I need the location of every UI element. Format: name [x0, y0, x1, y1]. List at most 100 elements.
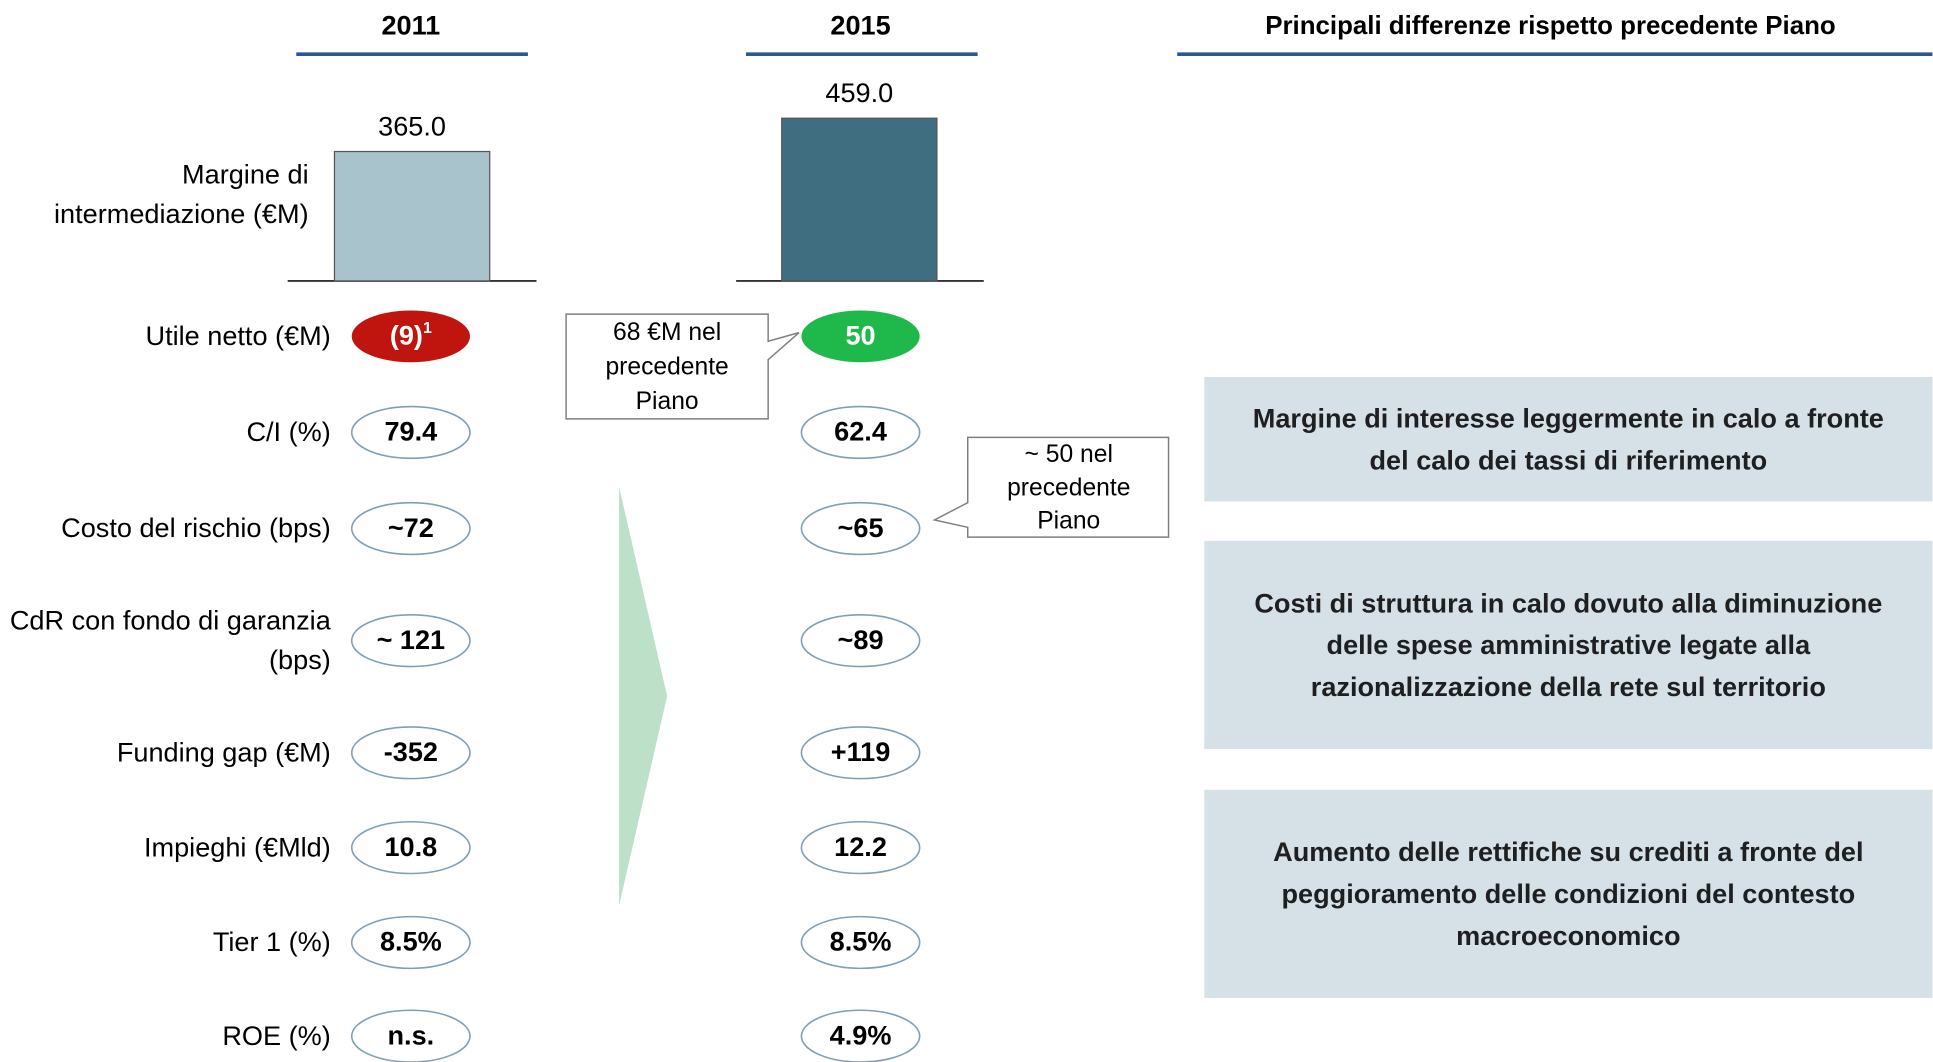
row-label: Funding gap (€M)	[116, 736, 331, 768]
value-text: 12.2	[834, 831, 887, 862]
note-text: Aumento delle rettifiche su crediti a fr…	[1273, 835, 1864, 951]
value-pill	[350, 915, 471, 970]
note-text: Margine di interesse leggermente in calo…	[1252, 402, 1884, 475]
footnote-mark: 1	[423, 320, 432, 337]
row-label-wrap: Tier 1 (%)	[8, 893, 331, 992]
value-text: 50	[845, 320, 875, 351]
row-label-wrap: Impieghi (€Mld)	[8, 798, 331, 897]
value: 62.4	[834, 416, 887, 447]
value: ~65	[838, 512, 884, 543]
row-label-box: Utile netto (€M)	[8, 287, 331, 386]
note-wrap: Costi di struttura in calo dovuto alla d…	[1204, 541, 1932, 749]
value-text: ~65	[838, 512, 884, 543]
value-text: ~89	[838, 624, 884, 655]
value-text: 4.9%	[830, 1020, 892, 1051]
value-pill	[350, 820, 471, 875]
bar	[781, 117, 938, 282]
value: 8.5%	[380, 926, 442, 957]
value-text: ~ 121	[377, 624, 446, 655]
value: 12.2	[834, 831, 887, 862]
column-header: 2011	[381, 9, 440, 40]
note-text: Costi di struttura in calo dovuto alla d…	[1254, 587, 1883, 702]
value-pill	[350, 405, 471, 460]
note-box	[1204, 540, 1933, 750]
bar	[333, 150, 491, 282]
row-label-box: Impieghi (€Mld)	[8, 798, 331, 897]
row-label: Utile netto (€M)	[145, 320, 331, 352]
value-pill	[800, 820, 921, 875]
callout-text: ~ 50 nel precedente Piano	[1007, 441, 1131, 535]
note-box	[1204, 376, 1933, 502]
value-pill	[800, 1009, 921, 1062]
callout-text: 68 €M nel precedente Piano	[605, 319, 729, 416]
row-label-box: C/I (%)	[8, 383, 331, 482]
row-label: CdR con fondo di garanzia (bps)	[9, 604, 331, 676]
row-label-wrap: ROE (%)	[8, 987, 331, 1062]
value-pill	[800, 915, 921, 970]
value: -352	[384, 736, 438, 767]
value-pill	[800, 726, 921, 780]
row-label-wrap: C/I (%)	[8, 383, 331, 482]
value-pill	[350, 501, 471, 556]
value-pill	[350, 1009, 471, 1062]
value-text: 8.5%	[830, 926, 892, 957]
value-text: -352	[384, 736, 438, 767]
value-text: ~72	[388, 512, 434, 543]
value-text: 10.8	[384, 831, 437, 862]
column-header: 2015	[830, 9, 890, 40]
notes-header: Principali differenze rispetto precedent…	[1265, 12, 1836, 40]
note-text-box: Costi di struttura in calo dovuto alla d…	[1204, 541, 1932, 749]
bar-value-label: 459.0	[825, 77, 893, 108]
value: (9)	[390, 320, 423, 351]
row-label: ROE (%)	[222, 1020, 331, 1051]
value-pill	[351, 310, 470, 363]
note-text-box: Margine di interesse leggermente in calo…	[1204, 377, 1932, 501]
value-text: n.s.	[388, 1020, 435, 1051]
row-label-box: Tier 1 (%)	[8, 893, 331, 992]
arrow	[619, 486, 668, 906]
callout-text-box: ~ 50 nel precedente Piano	[1007, 441, 1131, 535]
value-text: (9)1	[390, 320, 432, 351]
row-label: Costo del rischio (bps)	[61, 512, 331, 544]
row-label-box: ROE (%)	[8, 987, 331, 1062]
value: 79.4	[384, 416, 437, 447]
row-label-box: Costo del rischio (bps)	[8, 479, 331, 578]
value: ~89	[838, 624, 884, 655]
bar-value-label: 365.0	[378, 110, 446, 141]
value-pill	[350, 613, 471, 668]
value: +119	[831, 736, 891, 767]
value-pill	[800, 613, 921, 668]
row-label-wrap: Utile netto (€M)	[8, 287, 331, 386]
value: 50	[845, 320, 875, 351]
value-text: 62.4	[834, 416, 887, 447]
row-label: Tier 1 (%)	[212, 926, 331, 958]
value-pill	[800, 405, 921, 460]
value-text: 79.4	[384, 416, 437, 447]
value-pill	[800, 501, 921, 556]
value-pill	[350, 726, 471, 780]
value-text: +119	[831, 736, 891, 767]
chart-label: Margine di intermediazione (€M)	[54, 158, 309, 230]
note-wrap: Margine di interesse leggermente in calo…	[1204, 377, 1932, 501]
row-label-box: CdR con fondo di garanzia (bps)	[9, 604, 331, 676]
value: ~ 121	[377, 624, 446, 655]
row-label-wrap: Funding gap (€M)	[8, 703, 331, 802]
value: ~72	[388, 512, 434, 543]
value-pill	[801, 310, 920, 363]
row-label-box: Funding gap (€M)	[8, 703, 331, 802]
note-wrap: Aumento delle rettifiche su crediti a fr…	[1204, 790, 1932, 998]
row-label: C/I (%)	[246, 416, 331, 448]
chart-label-box: Margine di intermediazione (€M)	[54, 158, 309, 230]
callout-box	[565, 313, 800, 420]
note-text-box: Aumento delle rettifiche su crediti a fr…	[1204, 790, 1932, 998]
note-box	[1204, 789, 1933, 998]
value: 4.9%	[830, 1020, 892, 1051]
value-text: 8.5%	[380, 926, 442, 957]
callout-box	[932, 436, 1170, 538]
row-label-wrap: Costo del rischio (bps)	[8, 479, 331, 578]
row-label: Impieghi (€Mld)	[143, 831, 331, 863]
value: 8.5%	[830, 926, 892, 957]
value: n.s.	[388, 1020, 435, 1051]
